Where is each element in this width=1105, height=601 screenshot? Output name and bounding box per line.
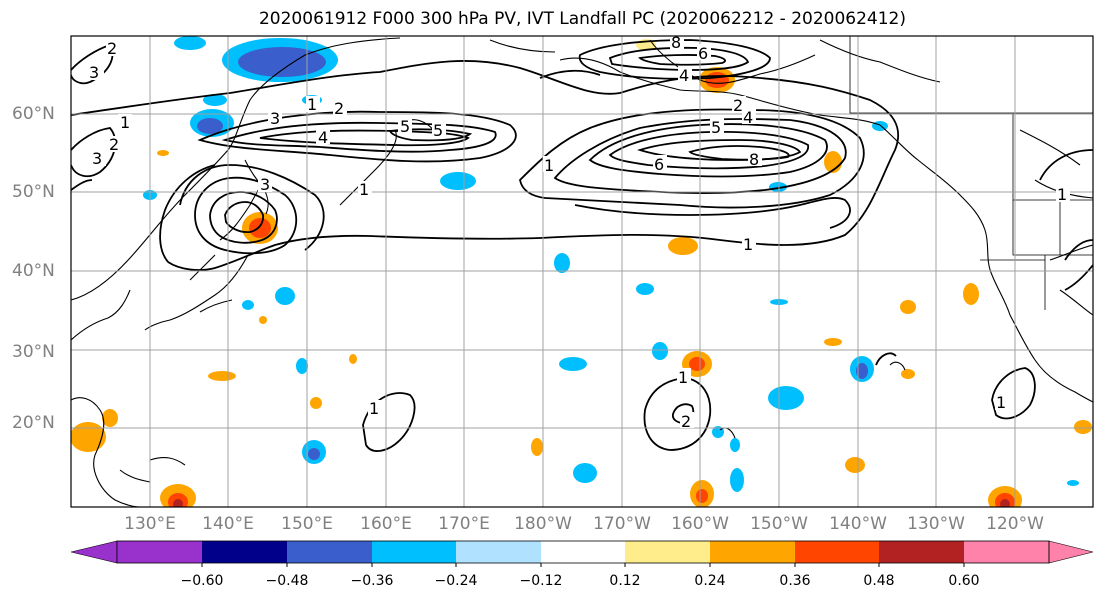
lat-label-40n: 40°N	[12, 261, 55, 281]
contour-label-3-c: 3	[270, 109, 280, 128]
contour-label-1-h: 1	[996, 393, 1006, 412]
contour-label-2-c: 2	[334, 99, 344, 118]
contour-labels: 1 2 3 3 2 1 2 3 4 5 3 1 1 6	[89, 33, 1070, 431]
contour-label-1-d: 1	[544, 156, 554, 175]
lon-label-140e: 140°E	[202, 514, 254, 534]
lon-label-160e: 160°E	[360, 514, 412, 534]
contour-label-2-e: 2	[681, 412, 691, 431]
lon-label-170w: 170°W	[593, 514, 651, 534]
colorbar-bin	[541, 541, 625, 563]
colorbar-extend-max	[1048, 540, 1094, 564]
contour-label-3-b: 3	[89, 63, 99, 82]
colorbar-bin	[879, 541, 964, 563]
contour-label-1-i: 1	[1057, 185, 1067, 204]
lon-label-160w: 160°W	[671, 514, 729, 534]
contour-label-2-a: 2	[109, 135, 119, 154]
colorbar-tick-label: −0.12	[519, 573, 563, 589]
lon-label-150w: 150°W	[750, 514, 808, 534]
lon-label-150e: 150°E	[281, 514, 333, 534]
lon-label-170e: 170°E	[438, 514, 490, 534]
colorbar-bin	[202, 541, 287, 563]
contour-label-1-b: 1	[307, 95, 317, 114]
colorbar-tick-label: 0.60	[948, 573, 980, 589]
lon-label-180w: 180°W	[514, 514, 572, 534]
plot-frame	[70, 35, 1094, 508]
colorbar-tick-label: −0.48	[265, 573, 309, 589]
lon-label-140w: 140°W	[829, 514, 887, 534]
pv-contours	[71, 39, 1093, 452]
lat-label-60n: 60°N	[12, 104, 55, 124]
lon-label-120w: 120°W	[986, 514, 1044, 534]
colorbar-tick-label: 0.12	[609, 573, 641, 589]
contour-label-1-g: 1	[678, 368, 688, 387]
lat-label-50n: 50°N	[12, 182, 55, 202]
colorbar-bin	[287, 541, 372, 563]
contour-label-4-b: 4	[743, 108, 753, 127]
contour-label-5-b: 5	[711, 118, 721, 137]
colorbar-extend-min	[70, 540, 118, 564]
lon-label-130w: 130°W	[907, 514, 965, 534]
gridlines	[71, 36, 1093, 507]
colorbar-tick-label: −0.24	[434, 573, 478, 589]
contour-label-2-b: 2	[107, 39, 117, 58]
map-title: 2020061912 F000 300 hPa PV, IVT Landfall…	[258, 9, 906, 29]
lon-label-130e: 130°E	[124, 514, 176, 534]
contour-label-6-a: 6	[654, 155, 664, 174]
colorbar-bin	[710, 541, 795, 563]
colorbar-bin	[456, 541, 541, 563]
contour-label-6-b: 6	[698, 44, 708, 63]
colorbar-bin	[795, 541, 879, 563]
contour-label-4-c: 4	[679, 66, 689, 85]
colorbar-tick-label: −0.60	[180, 573, 224, 589]
colorbar-bin	[117, 541, 202, 563]
contour-label-1-f: 1	[369, 399, 379, 418]
contour-label-3-a: 3	[92, 149, 102, 168]
colorbar-frame	[116, 540, 1050, 564]
contour-label-1-e: 1	[359, 180, 369, 199]
contour-label-2-d: 2	[733, 96, 743, 115]
colorbar-tick-label: 0.36	[779, 573, 811, 589]
colorbar-bin	[964, 541, 1049, 563]
contour-label-5-a: 5	[433, 121, 443, 140]
colorbar-bin	[372, 541, 456, 563]
colorbar-bin	[625, 541, 710, 563]
colorbar-tick-label: 0.24	[694, 573, 726, 589]
contour-label-1-c: 1	[743, 235, 753, 254]
contour-label-3-d: 3	[260, 175, 270, 194]
contour-label-5-c: 5	[400, 117, 410, 136]
contour-label-1-a: 1	[120, 113, 130, 132]
lat-label-30n: 30°N	[12, 342, 55, 362]
lat-label-20n: 20°N	[12, 413, 55, 433]
colorbar-tick-label: −0.36	[350, 573, 394, 589]
contour-label-4-a: 4	[318, 128, 328, 147]
pv-shading	[71, 36, 1092, 507]
contour-label-8-b: 8	[671, 33, 681, 52]
colorbar	[70, 540, 1094, 567]
colorbar-tick-label: 0.48	[863, 573, 895, 589]
contour-label-8-a: 8	[749, 150, 759, 169]
